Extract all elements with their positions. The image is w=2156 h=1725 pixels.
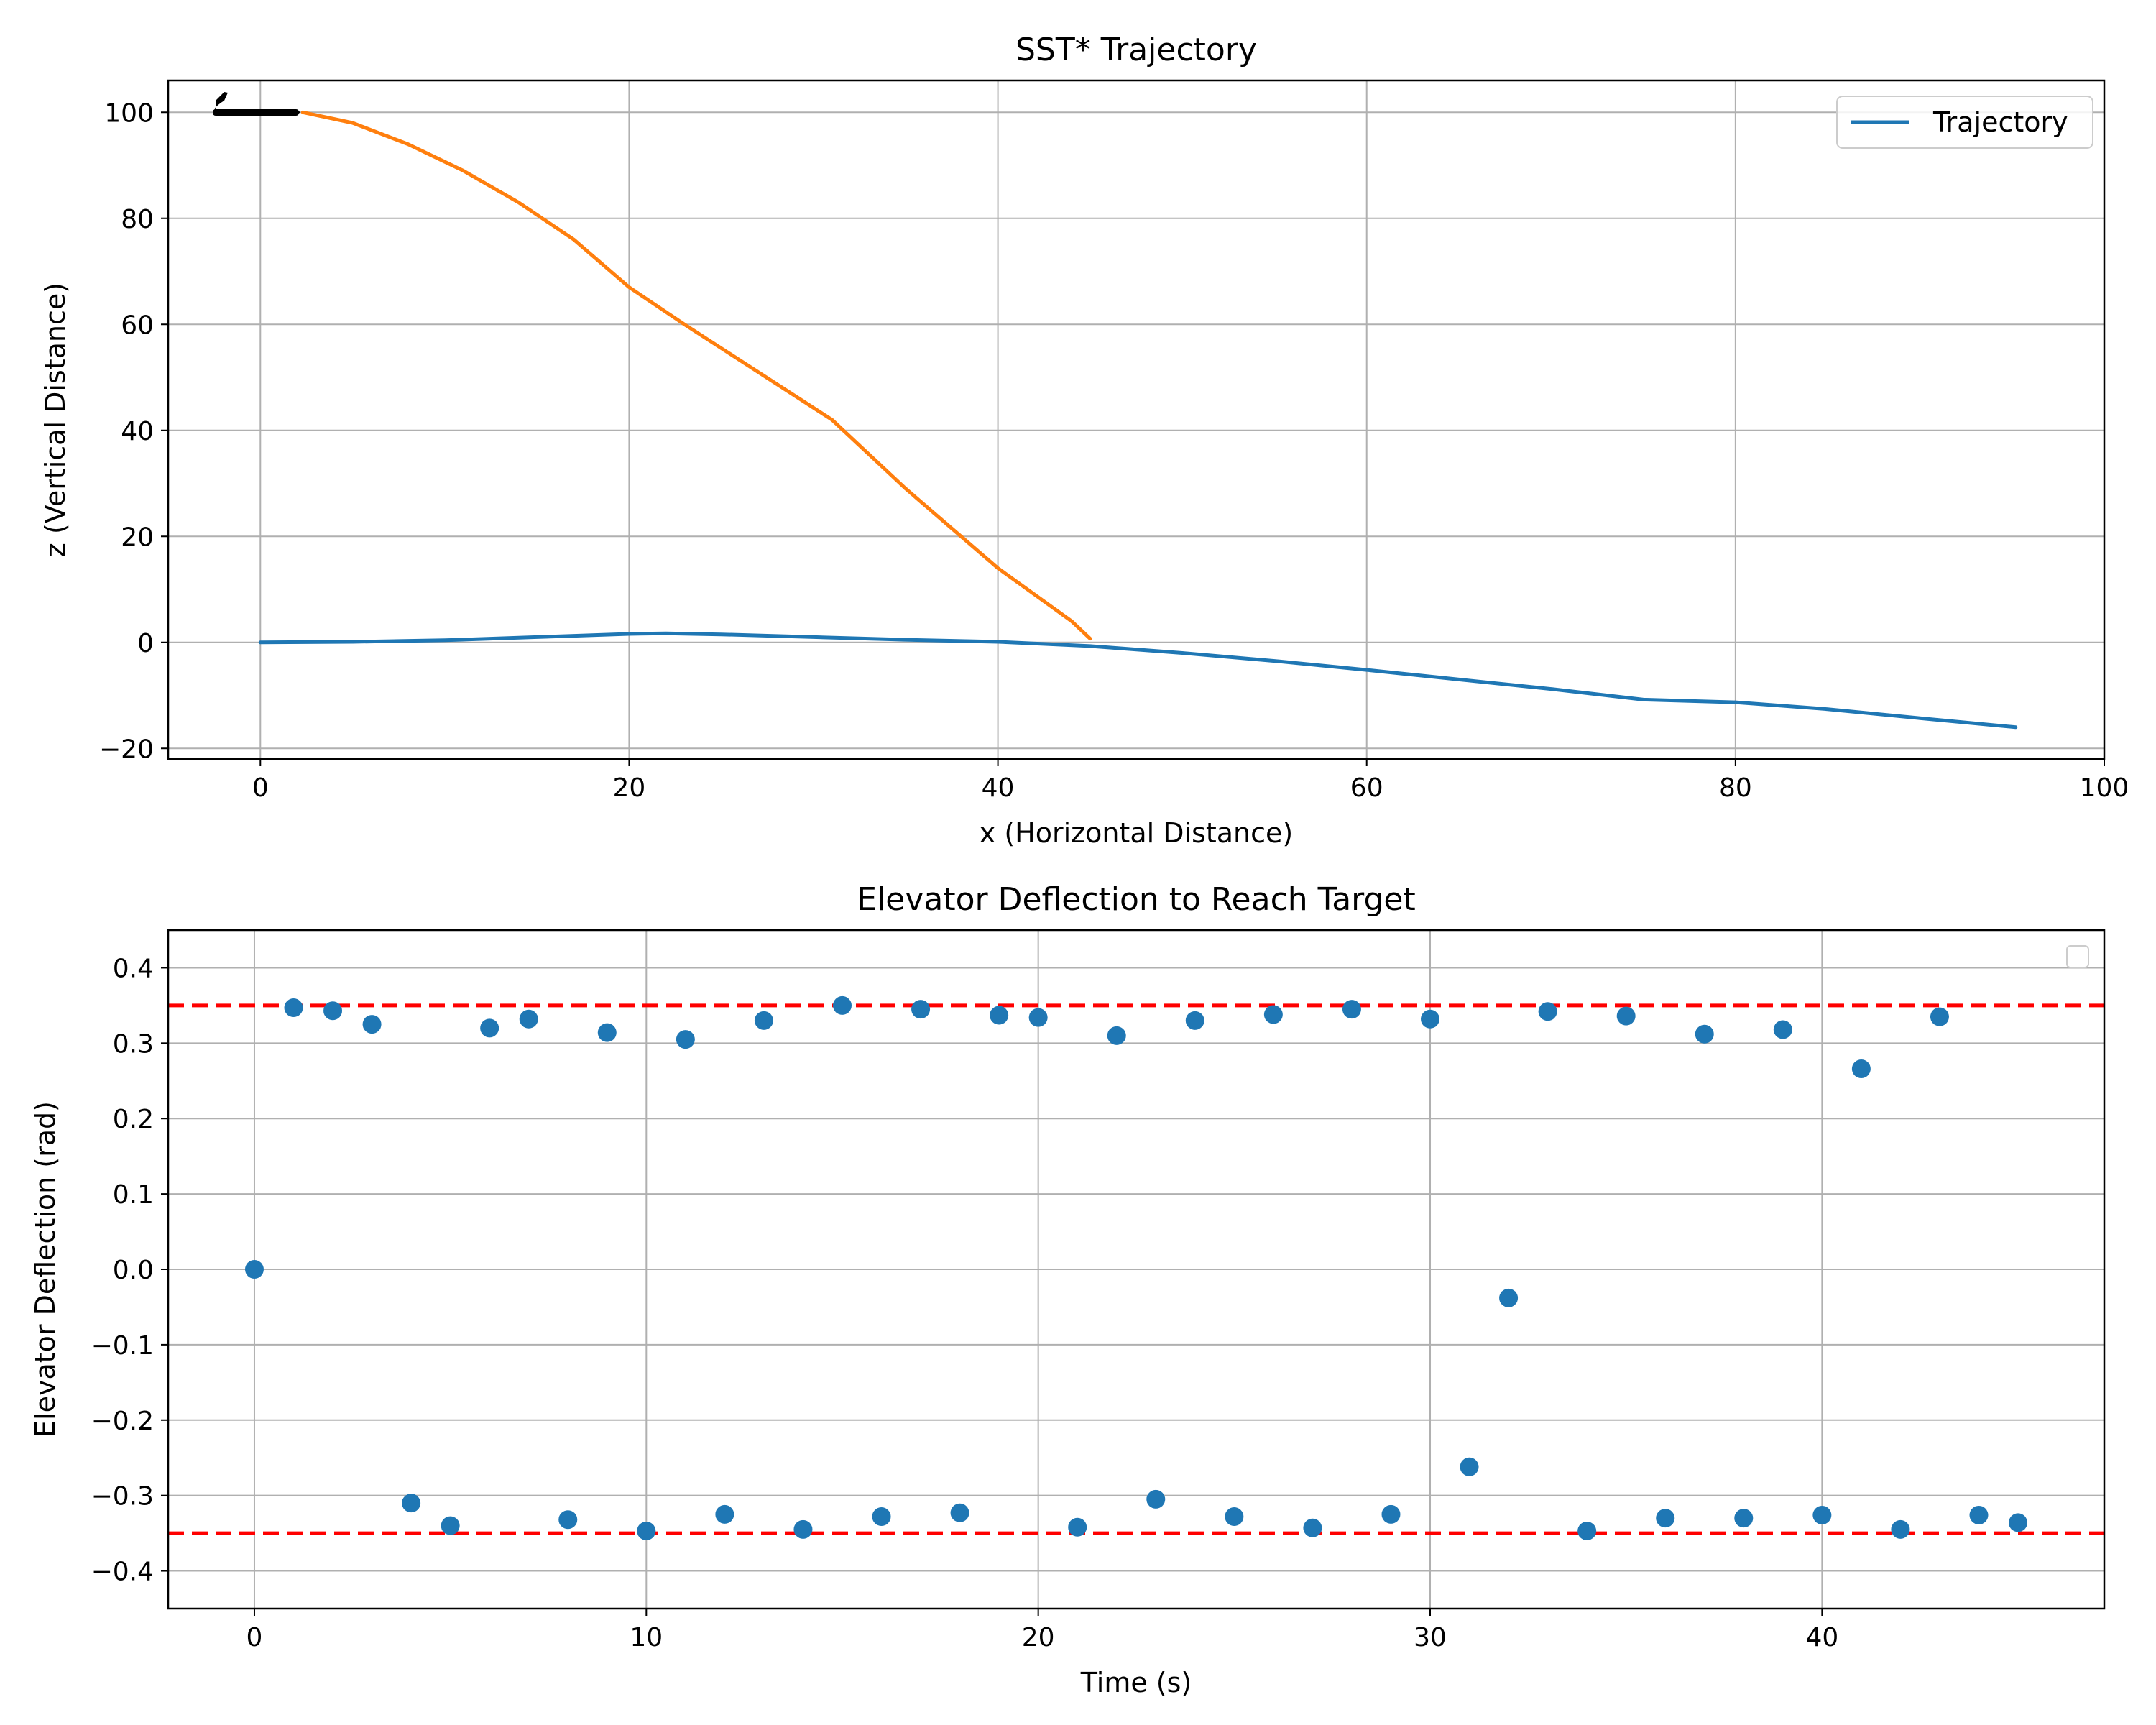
x-tick-label: 0 — [247, 1623, 263, 1652]
deflection-point — [244, 1260, 264, 1279]
deflection-point — [754, 1011, 773, 1030]
y-tick-label: 40 — [121, 417, 154, 446]
y-tick-label: 80 — [121, 205, 154, 234]
deflection-point — [402, 1494, 421, 1513]
elevator-chart: 0 10 20 30 40 −0.4 −0.3 −0.2 −0.1 0.0 0.1 0.2 0.3 0.4… — [29, 881, 2106, 1698]
trajectory-series-group — [258, 110, 2018, 730]
deflection-point — [1421, 1009, 1440, 1029]
deflection-point — [323, 1001, 343, 1021]
trajectory-x-axis-label: x (Horizontal Distance) — [980, 817, 1293, 849]
deflection-point — [1028, 1008, 1048, 1027]
trajectory-legend-box — [1836, 96, 2093, 149]
trajectory-plot-area — [168, 80, 2104, 759]
y-tick-label: −0.1 — [91, 1331, 154, 1361]
trajectory-chart: 0 20 40 60 80 100 −20 0 20 40 60 80 100 SST* Traject… — [40, 32, 2129, 849]
y-tick-label: −0.4 — [91, 1558, 154, 1587]
descent-path-series-line — [300, 110, 1092, 641]
elevator-x-axis-label: Time (s) — [1080, 1667, 1192, 1698]
deflection-point — [480, 1018, 499, 1038]
x-tick-label: 0 — [252, 773, 269, 803]
deflection-point — [637, 1521, 656, 1540]
x-tick-label: 30 — [1414, 1623, 1447, 1652]
deflection-point — [1107, 1026, 1126, 1045]
y-tick-label: 100 — [104, 98, 154, 128]
deflection-point — [1891, 1519, 1910, 1539]
deflection-point — [2009, 1513, 2028, 1532]
deflection-point — [676, 1030, 695, 1049]
trajectory-legend: Trajectory — [1836, 96, 2093, 149]
x-tick-label: 10 — [630, 1623, 663, 1652]
trajectory-chart-title: SST* Trajectory — [1015, 32, 1257, 68]
y-tick-label: 0.3 — [113, 1029, 154, 1059]
trajectory-y-axis-label: z (Vertical Distance) — [40, 282, 71, 557]
deflection-point — [793, 1519, 813, 1539]
y-tick-label: 0.0 — [113, 1256, 154, 1285]
y-tick-label: 0.4 — [113, 954, 154, 983]
deflection-point — [362, 1015, 382, 1034]
deflection-point — [1499, 1288, 1519, 1307]
y-tick-label: −20 — [99, 735, 154, 764]
deflection-point — [715, 1504, 734, 1524]
x-tick-label: 80 — [1719, 773, 1752, 803]
deflection-point — [1146, 1489, 1166, 1509]
x-tick-label: 40 — [1805, 1623, 1838, 1652]
deflection-point — [1656, 1509, 1675, 1528]
y-tick-label: 20 — [121, 523, 154, 552]
elevator-y-axis-label: Elevator Deflection (rad) — [29, 1101, 61, 1438]
deflection-point — [1185, 1011, 1204, 1030]
deflection-point — [832, 995, 852, 1015]
x-tick-label: 40 — [982, 773, 1015, 803]
deflection-point — [1577, 1521, 1597, 1540]
elevator-chart-title: Elevator Deflection to Reach Target — [857, 881, 1416, 918]
deflection-point — [1381, 1504, 1401, 1524]
deflection-point — [950, 1503, 969, 1522]
deflection-point — [1068, 1517, 1087, 1537]
trajectory-series-line — [258, 631, 2018, 730]
deflection-point — [1812, 1505, 1832, 1524]
trajectory-axis-ticks: 0 20 40 60 80 100 −20 0 20 40 60 80 100 — [99, 98, 2129, 803]
elevator-points-group — [244, 995, 2028, 1540]
elevator-gridlines — [168, 930, 2104, 1609]
deflection-point — [1225, 1507, 1244, 1527]
deflection-point — [1342, 1000, 1361, 1019]
x-tick-label: 60 — [1350, 773, 1383, 803]
deflection-point — [872, 1507, 891, 1527]
airplane-icon — [213, 92, 300, 116]
deflection-point — [597, 1023, 617, 1042]
trajectory-plot-frame — [167, 79, 2106, 760]
elevator-legend-box — [2066, 945, 2089, 968]
deflection-point — [519, 1009, 538, 1029]
deflection-point — [284, 998, 303, 1018]
deflection-point — [1538, 1002, 1557, 1021]
deflection-point — [1263, 1005, 1283, 1024]
elevator-axis-ticks: 0 10 20 30 40 −0.4 −0.3 −0.2 −0.1 0.0 0.1 0.2 0.3 0.4 — [91, 954, 1839, 1652]
deflection-point — [1773, 1020, 1792, 1039]
y-tick-label: −0.2 — [91, 1407, 154, 1436]
deflection-point — [558, 1510, 578, 1530]
deflection-point — [1695, 1024, 1714, 1044]
y-tick-label: −0.3 — [91, 1482, 154, 1512]
x-tick-label: 20 — [613, 773, 646, 803]
deflection-point — [1969, 1505, 1989, 1524]
deflection-point — [990, 1006, 1009, 1025]
y-tick-label: 0.2 — [113, 1105, 154, 1134]
x-tick-label: 100 — [2080, 773, 2129, 803]
deflection-point — [1851, 1059, 1871, 1078]
deflection-point — [1930, 1007, 1949, 1026]
y-tick-label: 60 — [121, 310, 154, 340]
deflection-point — [441, 1516, 460, 1535]
x-tick-label: 20 — [1022, 1623, 1055, 1652]
elevator-limit-lines — [168, 1003, 2104, 1535]
deflection-point — [1460, 1457, 1479, 1476]
deflection-point — [1303, 1518, 1322, 1537]
deflection-point — [1616, 1006, 1636, 1026]
y-tick-label: 0 — [137, 629, 154, 658]
deflection-point — [1734, 1509, 1754, 1528]
legend-trajectory-label: Trajectory — [1932, 106, 2068, 138]
deflection-point — [911, 1000, 931, 1019]
y-tick-label: 0.1 — [113, 1180, 154, 1210]
